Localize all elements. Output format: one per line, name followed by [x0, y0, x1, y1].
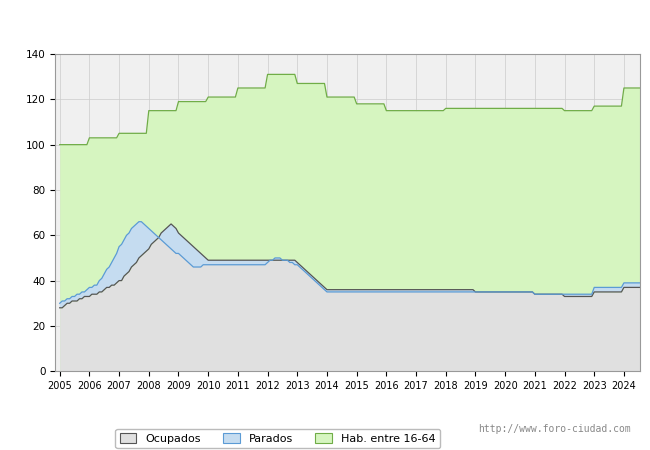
Text: Torre Val de San Pedro - Evolucion de la poblacion en edad de Trabajar Mayo de 2: Torre Val de San Pedro - Evolucion de la… [40, 18, 610, 29]
Legend: Ocupados, Parados, Hab. entre 16-64: Ocupados, Parados, Hab. entre 16-64 [115, 428, 440, 448]
Text: http://www.foro-ciudad.com: http://www.foro-ciudad.com [478, 424, 630, 434]
